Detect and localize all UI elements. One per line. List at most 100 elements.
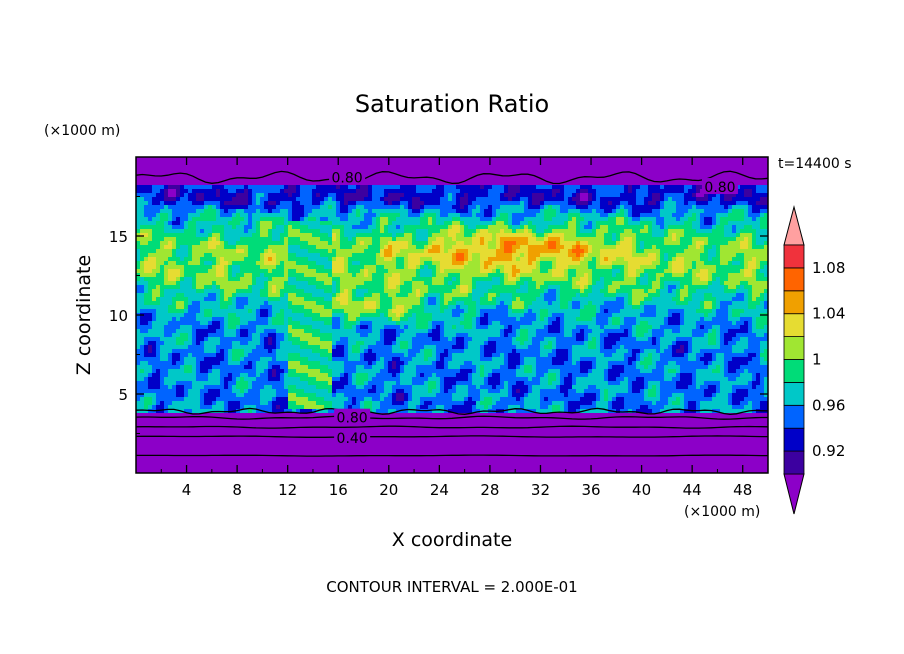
field-cell (384, 225, 389, 230)
field-cell (240, 189, 245, 194)
field-cell (764, 157, 768, 162)
field-cell (208, 261, 213, 266)
field-cell (308, 181, 313, 186)
field-cell (748, 269, 753, 274)
field-cell (272, 265, 277, 270)
field-cell (504, 281, 509, 286)
field-cell (292, 241, 297, 246)
field-cell (312, 185, 317, 190)
field-cell (712, 237, 717, 242)
field-cell (488, 169, 493, 174)
field-cell (288, 193, 293, 198)
field-cell (284, 165, 289, 170)
field-cell (180, 185, 185, 190)
field-cell (528, 245, 533, 250)
field-cell (696, 225, 701, 230)
field-cell (304, 161, 309, 166)
field-cell (624, 265, 629, 270)
field-cell (472, 253, 477, 258)
field-cell (632, 229, 637, 234)
field-cell (364, 257, 369, 262)
field-cell (140, 161, 145, 166)
field-cell (484, 269, 489, 274)
field-cell (640, 157, 645, 162)
field-cell (764, 165, 768, 170)
field-cell (160, 165, 165, 170)
field-cell (688, 165, 693, 170)
field-cell (444, 257, 449, 262)
field-cell (476, 257, 481, 262)
field-cell (436, 249, 441, 254)
field-cell (252, 253, 257, 258)
field-cell (560, 257, 565, 262)
field-cell (624, 277, 629, 282)
field-cell (648, 189, 653, 194)
field-cell (280, 161, 285, 166)
field-cell (136, 277, 141, 282)
field-cell (436, 205, 441, 210)
field-cell (512, 245, 517, 250)
field-cell (544, 213, 549, 218)
field-cell (320, 245, 325, 250)
field-cell (176, 221, 181, 226)
field-cell (528, 193, 533, 198)
field-cell (456, 225, 461, 230)
field-cell (348, 237, 353, 242)
field-cell (148, 229, 153, 234)
field-cell (664, 189, 669, 194)
field-cell (668, 193, 673, 198)
field-cell (740, 181, 745, 186)
field-cell (556, 269, 561, 274)
field-cell (352, 277, 357, 282)
field-cell (448, 253, 453, 258)
field-cell (588, 205, 593, 210)
field-cell (176, 233, 181, 238)
field-cell (272, 161, 277, 166)
field-cell (612, 205, 617, 210)
field-cell (140, 253, 145, 258)
field-cell (156, 233, 161, 238)
field-cell (372, 249, 377, 254)
field-cell (424, 265, 429, 270)
field-cell (752, 261, 757, 266)
field-cell (228, 213, 233, 218)
field-cell (740, 237, 745, 242)
field-cell (140, 177, 145, 182)
field-cell (312, 261, 317, 266)
field-cell (580, 229, 585, 234)
field-cell (456, 261, 461, 266)
field-cell (516, 217, 521, 222)
field-cell (592, 253, 597, 258)
field-cell (204, 161, 209, 166)
field-cell (680, 193, 685, 198)
field-cell (352, 273, 357, 278)
field-cell (232, 233, 237, 238)
field-cell (720, 169, 725, 174)
field-cell (524, 177, 529, 182)
field-cell (732, 253, 737, 258)
field-cell (680, 269, 685, 274)
field-cell (308, 169, 313, 174)
field-cell (500, 249, 505, 254)
field-cell (480, 225, 485, 230)
field-cell (308, 213, 313, 218)
field-cell (432, 225, 437, 230)
field-cell (572, 213, 577, 218)
field-cell (212, 281, 217, 286)
field-cell (432, 253, 437, 258)
field-cell (172, 157, 177, 162)
field-cell (248, 181, 253, 186)
field-cell (156, 277, 161, 282)
field-cell (216, 217, 221, 222)
field-cell (564, 189, 569, 194)
field-cell (236, 213, 241, 218)
field-cell (584, 161, 589, 166)
field-cell (312, 269, 317, 274)
field-cell (280, 257, 285, 262)
field-cell (152, 157, 157, 162)
field-cell (592, 273, 597, 278)
field-cell (136, 261, 141, 266)
field-cell (392, 177, 397, 182)
field-cell (608, 221, 613, 226)
field-cell (588, 157, 593, 162)
